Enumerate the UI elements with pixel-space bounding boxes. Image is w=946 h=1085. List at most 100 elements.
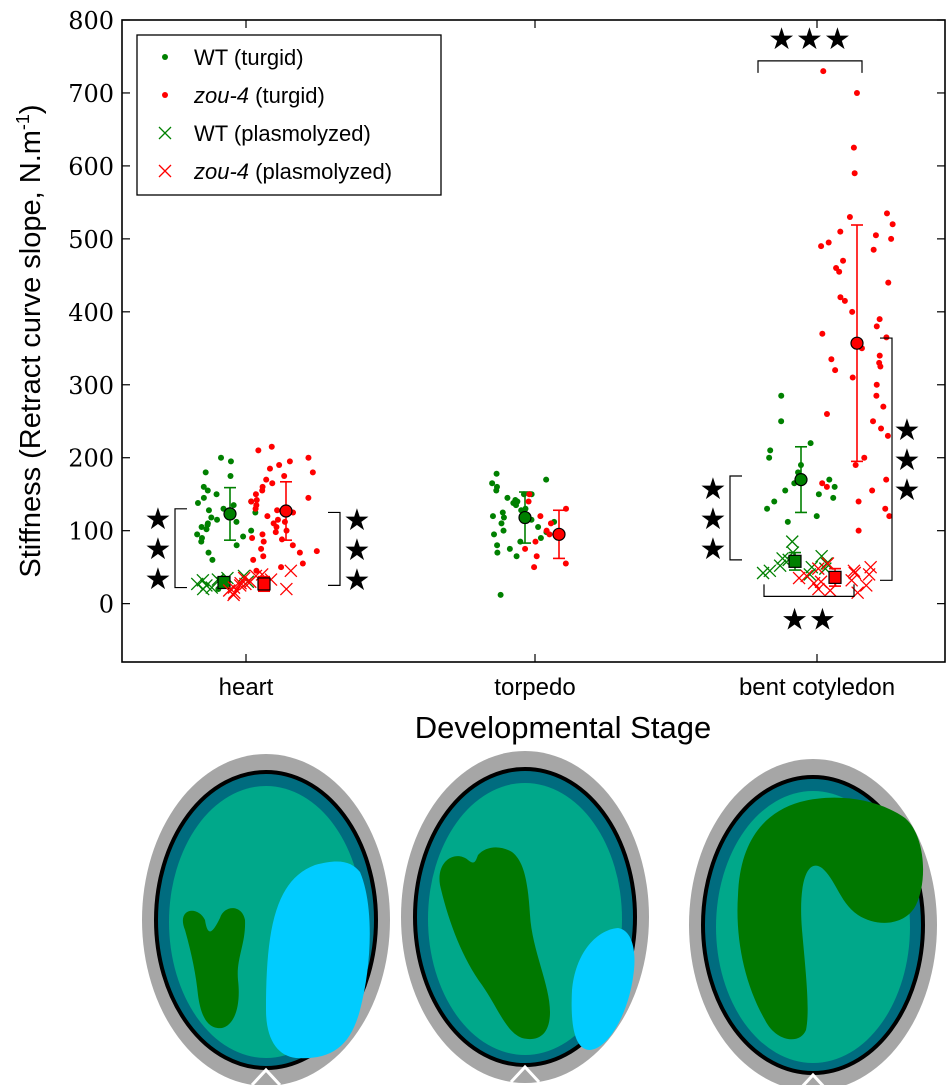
- significance-stars: ★★★: [768, 23, 852, 56]
- data-point: [268, 443, 275, 450]
- significance-stars: ★: [145, 533, 172, 566]
- y-tick-label: 200: [68, 445, 114, 473]
- data-point: [818, 243, 825, 250]
- data-point: [846, 213, 853, 220]
- data-point: [202, 469, 209, 476]
- data-point: [888, 235, 895, 242]
- data-point: [198, 524, 205, 531]
- mean-marker: [279, 504, 293, 518]
- data-point: [562, 560, 569, 567]
- data-point: [836, 268, 843, 275]
- data-point: [494, 542, 501, 549]
- data-point: [767, 447, 774, 454]
- data-point: [278, 564, 285, 571]
- data-point: [870, 246, 877, 253]
- data-point: [525, 498, 532, 505]
- significance-bracket: [328, 511, 341, 586]
- x-axis-label: Developmental Stage: [415, 710, 711, 745]
- vacuole: [571, 928, 635, 1050]
- data-point: [828, 356, 835, 363]
- data-point: [263, 476, 270, 483]
- data-point: [841, 297, 848, 304]
- data-point: [233, 542, 240, 549]
- data-point: [792, 571, 806, 585]
- data-point: [196, 573, 210, 587]
- data-point: [869, 487, 876, 494]
- embryo-shape: [182, 908, 246, 1029]
- embryo-shape: [737, 797, 924, 1040]
- data-point: [279, 582, 293, 596]
- data-point: [782, 487, 789, 494]
- data-point: [533, 553, 540, 560]
- data-point: [208, 514, 215, 521]
- data-point: [205, 549, 212, 556]
- legend-marker: [158, 164, 172, 178]
- legend-box: [136, 34, 442, 196]
- data-point: [259, 531, 266, 538]
- data-point: [499, 509, 506, 516]
- data-point: [238, 577, 252, 591]
- series-wt-plasmolyzed-: [190, 535, 834, 596]
- data-point: [272, 529, 279, 536]
- data-point: [227, 588, 241, 602]
- data-point: [269, 480, 276, 487]
- data-point: [821, 557, 835, 570]
- significance-stars: ★★: [781, 603, 837, 636]
- data-point: [547, 520, 554, 527]
- data-point: [531, 564, 538, 571]
- data-point: [778, 418, 785, 425]
- data-point: [233, 518, 240, 525]
- x-tick-label: torpedo: [494, 674, 575, 701]
- legend-label: zou-4 (turgid): [193, 83, 325, 108]
- significance-stars: ★: [700, 533, 727, 566]
- data-point: [500, 527, 507, 534]
- y-axis-label-close: ): [15, 104, 47, 114]
- data-point: [813, 513, 820, 520]
- x-tick-label: bent cotyledon: [739, 674, 895, 701]
- data-point: [855, 498, 862, 505]
- data-point: [286, 458, 293, 465]
- data-point: [204, 487, 211, 494]
- plot-frame: [121, 19, 946, 663]
- data-point: [849, 308, 856, 315]
- significance-stars: ★: [894, 414, 921, 447]
- significance-bracket: [880, 337, 893, 581]
- data-point: [849, 374, 856, 381]
- data-point: [756, 566, 770, 580]
- data-point: [203, 526, 210, 533]
- data-point: [883, 476, 890, 483]
- embryo-shape: [439, 847, 550, 1040]
- data-point: [506, 545, 513, 552]
- data-point: [837, 228, 844, 235]
- significance-stars: ★: [344, 504, 371, 537]
- data-point: [281, 472, 288, 479]
- data-point: [218, 454, 225, 461]
- embryo-torpedo: [401, 751, 649, 1084]
- data-point: [815, 549, 829, 563]
- embryo-illustrations: [142, 751, 937, 1085]
- data-point: [771, 498, 778, 505]
- significance-stars: ★: [894, 474, 921, 507]
- data-point: [811, 562, 825, 576]
- data-point: [830, 494, 837, 501]
- data-point: [266, 465, 273, 472]
- data-point: [276, 462, 283, 469]
- data-point: [205, 507, 212, 514]
- data-point: [240, 533, 247, 540]
- x-axis: heart torpedo bent cotyledon: [219, 20, 895, 701]
- y-tick-label: 0: [99, 591, 114, 619]
- data-point: [498, 520, 505, 527]
- significance-bracket: [763, 584, 855, 597]
- data-point: [493, 487, 500, 494]
- data-point: [227, 586, 241, 600]
- series-zou-4-plasmolyzed-: [222, 557, 878, 602]
- data-point: [296, 549, 303, 556]
- data-point: [497, 591, 504, 598]
- legend: WT (turgid) zou-4 (turgid) WT (plasmolyzed…: [136, 34, 442, 196]
- data-point: [248, 498, 255, 505]
- legend-label: WT (turgid): [194, 45, 304, 70]
- data-point: [832, 367, 839, 374]
- data-point: [250, 556, 257, 563]
- data-point: [198, 538, 205, 545]
- y-tick-label: 300: [68, 372, 114, 400]
